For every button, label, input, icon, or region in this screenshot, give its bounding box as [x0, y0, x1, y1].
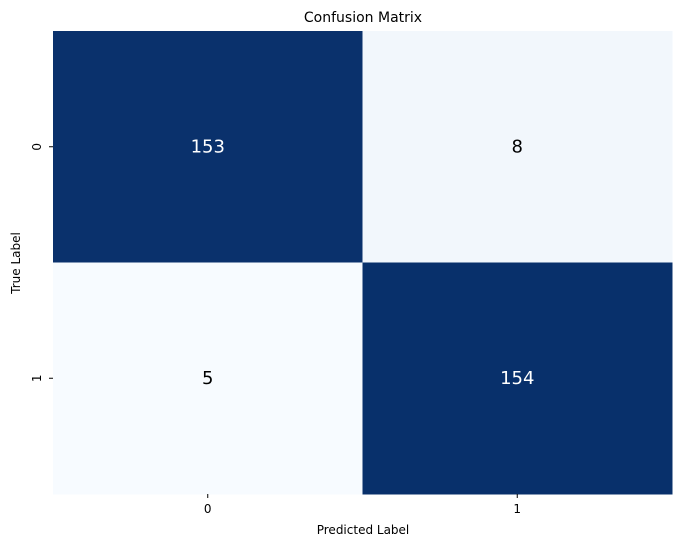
- y-axis-label: True Label: [9, 232, 23, 295]
- heatmap-cell-0-0: [53, 31, 363, 263]
- cell-value-0-1: 8: [512, 136, 523, 157]
- heatmap-annotations: 153 8 5 154: [191, 136, 535, 389]
- cell-value-1-0: 5: [202, 368, 213, 389]
- heatmap-cells: [53, 31, 673, 495]
- cell-value-1-1: 154: [500, 368, 534, 389]
- heatmap-cell-0-1: [362, 31, 673, 263]
- heatmap-cell-1-0: [53, 262, 363, 495]
- y-tick-label-0: 0: [30, 143, 44, 151]
- y-tick-label-1: 1: [30, 374, 44, 382]
- x-tick-label-1: 1: [513, 502, 521, 516]
- x-tick-label-0: 0: [204, 502, 212, 516]
- cell-value-0-0: 153: [191, 136, 225, 157]
- x-axis-label: Predicted Label: [317, 523, 410, 537]
- heatmap-cell-1-1: [362, 262, 673, 495]
- chart-title: Confusion Matrix: [304, 10, 422, 26]
- y-axis-ticks: 01: [30, 143, 53, 382]
